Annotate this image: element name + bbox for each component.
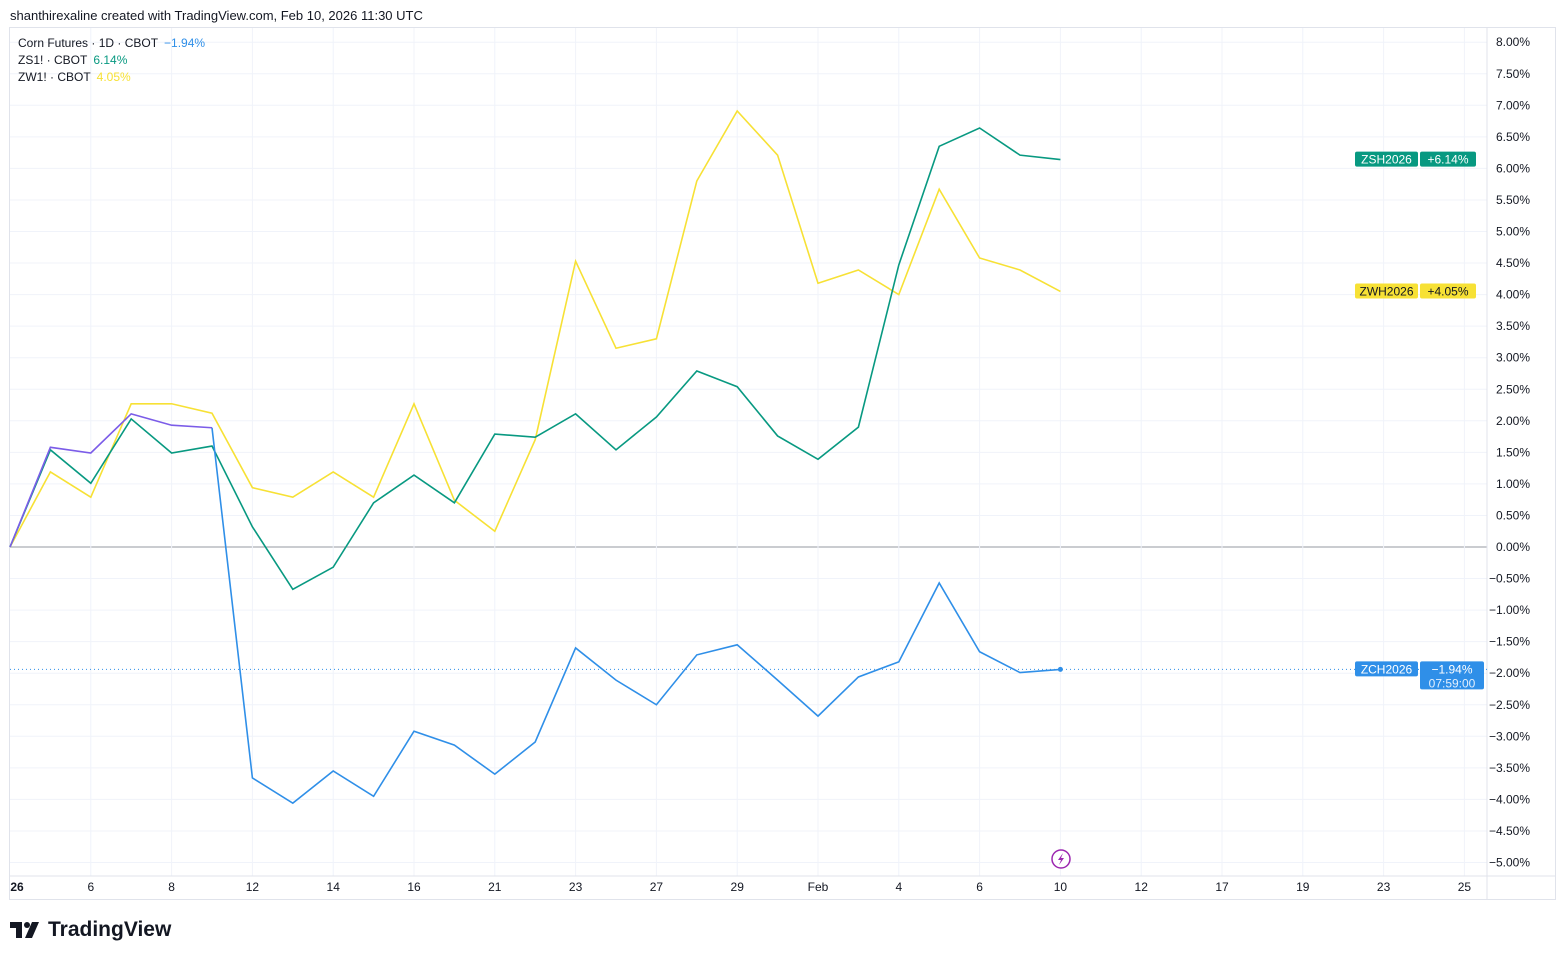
tradingview-logo[interactable]: TradingView — [10, 918, 171, 942]
y-tick-label: 1.50% — [1496, 445, 1530, 459]
x-tick-label: 21 — [488, 880, 502, 894]
series-value-tag — [1420, 661, 1484, 690]
y-tick-label: 8.00% — [1496, 35, 1530, 49]
y-tick-label: −1.00% — [1489, 603, 1530, 617]
y-tick-label: 5.00% — [1496, 225, 1530, 239]
x-tick-label: 12 — [1135, 880, 1149, 894]
y-tick-label: 3.50% — [1496, 319, 1530, 333]
chart-frame — [9, 27, 1556, 900]
series-value-label: +6.14% — [1427, 153, 1468, 167]
legend-value: 6.14% — [93, 53, 128, 67]
x-tick-label: 23 — [569, 880, 583, 894]
series-name-label: ZSH2026 — [1361, 153, 1412, 167]
x-tick-label: 29 — [731, 880, 745, 894]
y-tick-label: −3.00% — [1489, 729, 1530, 743]
series-value-label: +4.05% — [1427, 284, 1468, 298]
x-tick-label: 4 — [895, 880, 902, 894]
chart-credit: shanthirexaline created with TradingView… — [10, 8, 423, 23]
series-line-ZCH2026-early — [9, 412, 213, 548]
x-tick-label: 25 — [1458, 880, 1472, 894]
lightning-icon-glyph — [1058, 853, 1064, 865]
y-tick-label: 4.50% — [1496, 256, 1530, 270]
y-tick-label: −4.00% — [1489, 792, 1530, 806]
x-tick-label: 6 — [976, 880, 983, 894]
last-price-dot — [1057, 666, 1063, 672]
y-tick-label: −5.00% — [1489, 856, 1530, 870]
series-name-tag — [1355, 661, 1418, 677]
series-value-tag — [1420, 151, 1476, 167]
y-tick-label: 7.50% — [1496, 67, 1530, 81]
y-tick-label: 2.00% — [1496, 414, 1530, 428]
y-tick-label: 0.00% — [1496, 540, 1530, 554]
series-name-label: ZCH2026 — [1361, 662, 1413, 676]
y-tick-label: −2.50% — [1489, 698, 1530, 712]
x-tick-label: 17 — [1215, 880, 1229, 894]
y-tick-label: −1.50% — [1489, 635, 1530, 649]
y-tick-label: 4.00% — [1496, 288, 1530, 302]
y-tick-label: 7.00% — [1496, 98, 1530, 112]
legend-zw[interactable]: ZW1! · CBOT 4.05% — [18, 70, 131, 84]
x-tick-label: 27 — [650, 880, 664, 894]
x-tick-label: Feb — [808, 880, 829, 894]
series-name-tag — [1355, 151, 1418, 167]
y-tick-label: 5.50% — [1496, 193, 1530, 207]
y-tick-label: 3.00% — [1496, 351, 1530, 365]
series-line-ZCH2026 — [211, 427, 1061, 805]
y-tick-label: 2.50% — [1496, 382, 1530, 396]
x-tick-label: 10 — [1054, 880, 1068, 894]
tradingview-logo-icon — [10, 922, 39, 938]
countdown-label: 07:59:00 — [1429, 676, 1476, 690]
y-tick-label: 6.50% — [1496, 130, 1530, 144]
y-tick-label: −3.50% — [1489, 761, 1530, 775]
series-line-ZWH2026 — [9, 109, 1061, 548]
series-line-ZSH2026 — [9, 127, 1061, 591]
legend-zs[interactable]: ZS1! · CBOT 6.14% — [18, 53, 128, 67]
y-tick-label: 6.00% — [1496, 161, 1530, 175]
y-tick-label: −4.50% — [1489, 824, 1530, 838]
series-value-tag — [1420, 283, 1476, 299]
y-tick-label: 1.00% — [1496, 477, 1530, 491]
x-tick-label: 6 — [87, 880, 94, 894]
series-name-tag — [1355, 283, 1418, 299]
y-tick-label: −0.50% — [1489, 572, 1530, 586]
x-tick-label: 8 — [168, 880, 175, 894]
legend-zc[interactable]: Corn Futures · 1D · CBOT −1.94% — [18, 36, 206, 50]
x-tick-label: 12 — [246, 880, 260, 894]
y-tick-label: −2.00% — [1489, 666, 1530, 680]
legend-value: −1.94% — [164, 36, 206, 50]
legend-value: 4.05% — [96, 70, 131, 84]
series-name-label: ZWH2026 — [1359, 284, 1413, 298]
series-value-label: −1.94% — [1431, 662, 1472, 676]
x-tick-label: 26 — [10, 880, 24, 894]
x-tick-label: 14 — [327, 880, 341, 894]
x-tick-label: 16 — [407, 880, 421, 894]
y-tick-label: 0.50% — [1496, 508, 1530, 522]
x-tick-label: 19 — [1296, 880, 1310, 894]
x-tick-label: 23 — [1377, 880, 1391, 894]
